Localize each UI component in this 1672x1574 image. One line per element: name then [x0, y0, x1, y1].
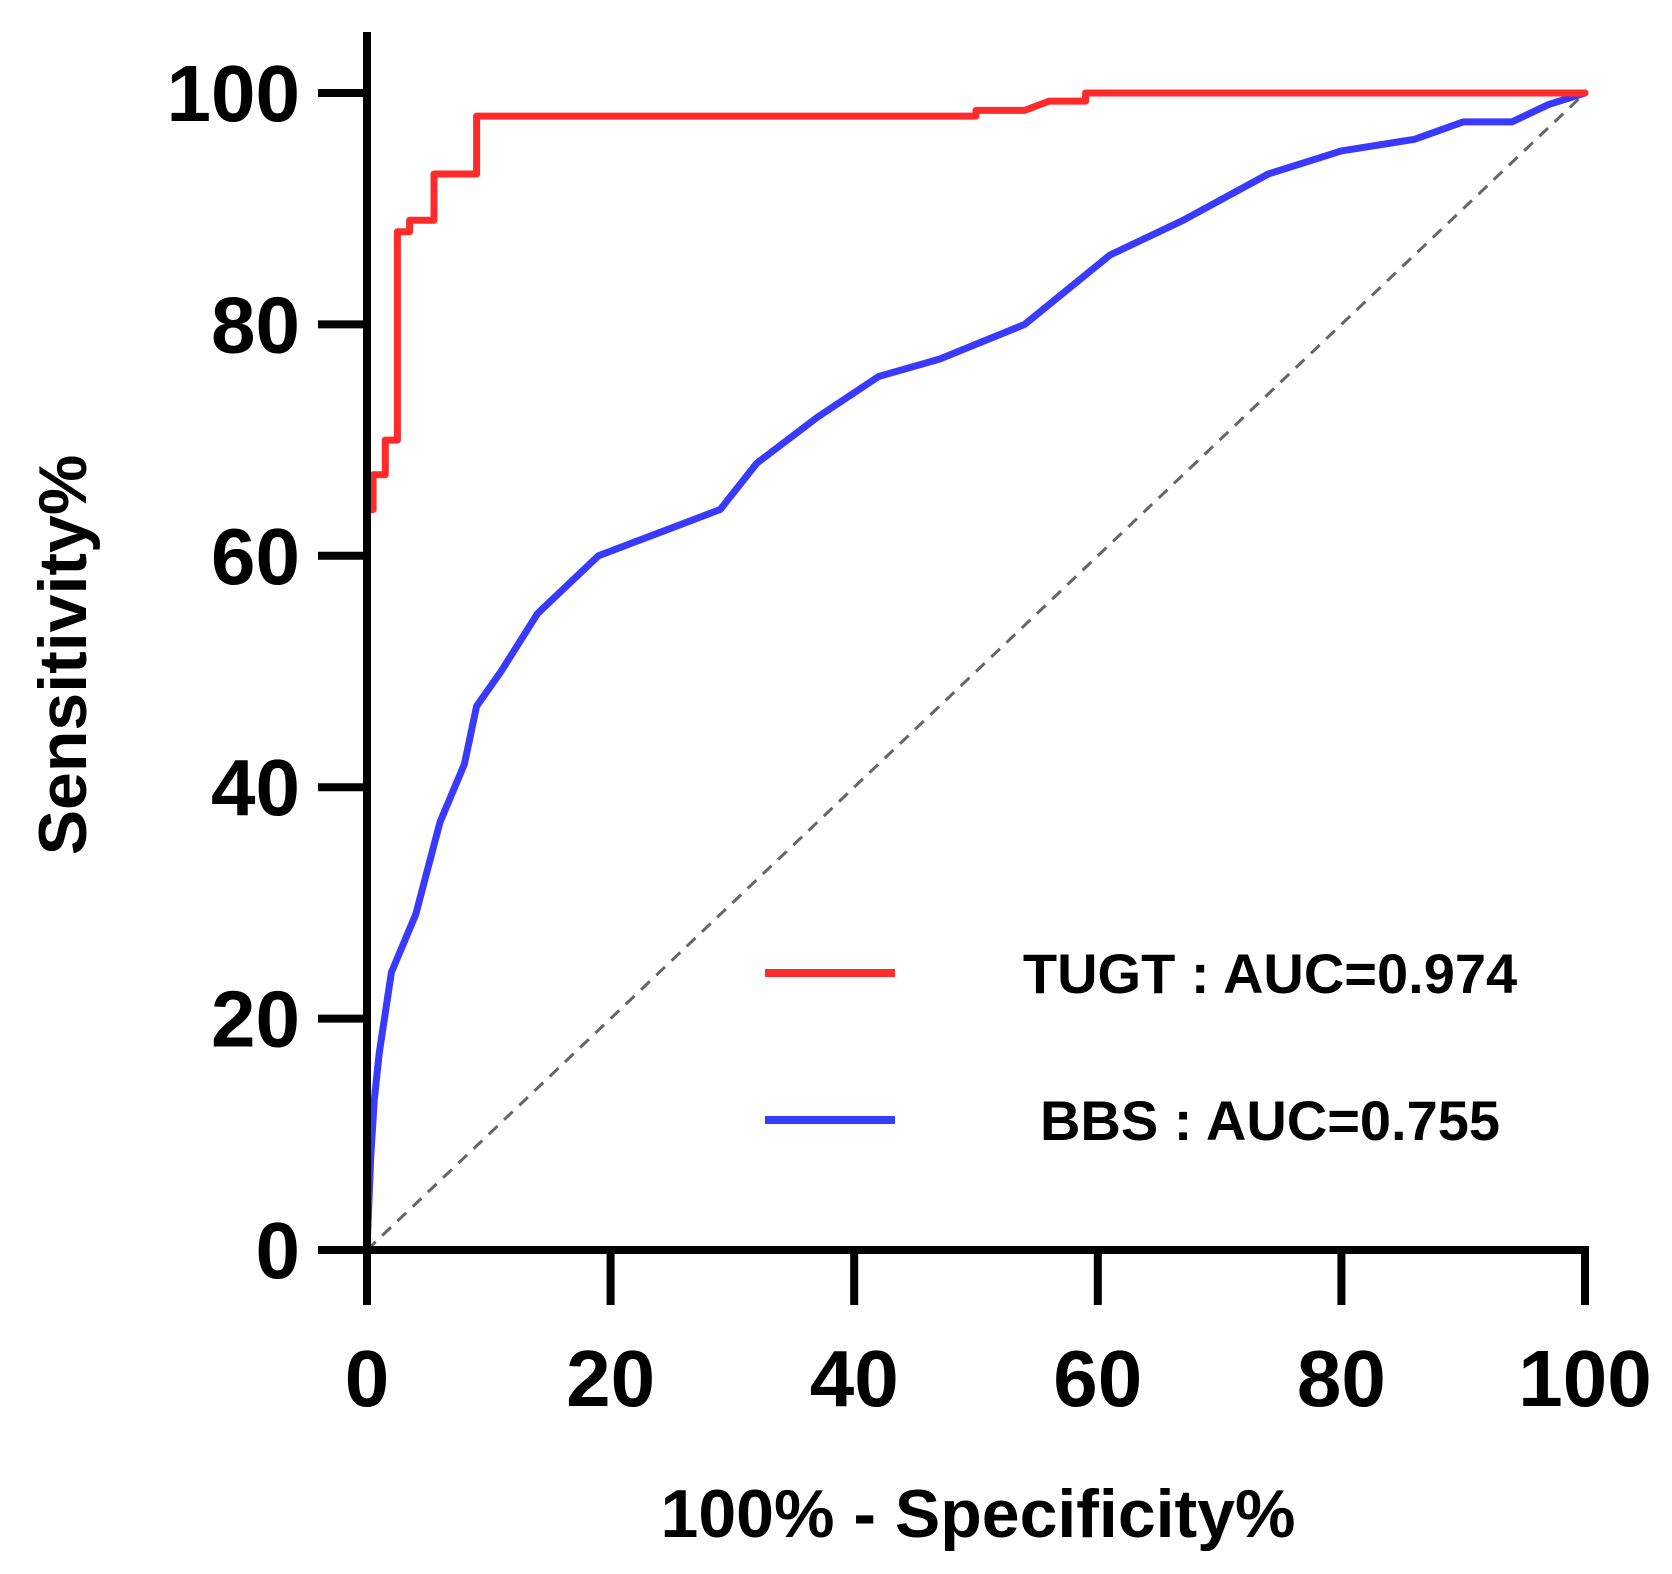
- y-tick-label-100: 100: [167, 49, 300, 138]
- x-tick-label-100: 100: [1518, 1334, 1651, 1423]
- y-axis-title: Sensitivity%: [25, 455, 101, 856]
- series-line-tugt: [363, 89, 1589, 1254]
- y-tick-label-0: 0: [256, 1206, 301, 1295]
- x-tick-label-60: 60: [1053, 1334, 1142, 1423]
- x-tick-label-20: 20: [566, 1334, 655, 1423]
- series-layer: [363, 89, 1589, 1254]
- x-axis-title: 100% - Specificity%: [661, 1476, 1296, 1552]
- x-tick-label-40: 40: [810, 1334, 899, 1423]
- reference-diagonal-line: [365, 91, 1587, 1252]
- axes: [318, 32, 1589, 1254]
- y-tick-label-60: 60: [211, 512, 300, 601]
- legend: TUGT : AUC=0.974 BBS : AUC=0.755: [765, 942, 1517, 1152]
- series-line-bbs: [363, 89, 1589, 1254]
- x-tick-label-80: 80: [1297, 1334, 1386, 1423]
- y-tick-label-80: 80: [211, 280, 300, 369]
- legend-label-tugt: TUGT : AUC=0.974: [1023, 942, 1517, 1005]
- legend-label-bbs: BBS : AUC=0.755: [1040, 1089, 1500, 1152]
- y-tick-label-40: 40: [211, 743, 300, 832]
- ticks: 0 20 40 60 80 100 0 20 40 60 80 100: [167, 49, 1652, 1423]
- y-tick-label-20: 20: [211, 975, 300, 1064]
- reference-layer: [365, 91, 1587, 1252]
- x-tick-label-0: 0: [345, 1334, 390, 1423]
